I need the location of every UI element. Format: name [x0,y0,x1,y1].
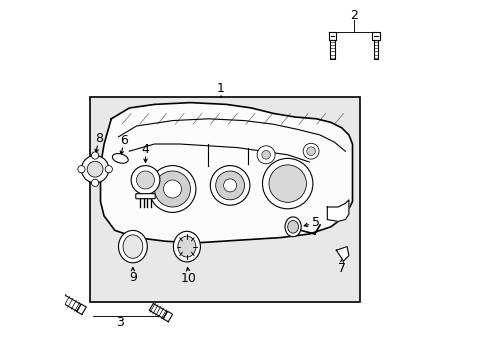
Text: 4: 4 [141,143,149,156]
Circle shape [149,166,196,212]
Polygon shape [371,32,379,40]
Text: 1: 1 [217,82,224,95]
Polygon shape [149,303,167,319]
Circle shape [81,156,108,183]
Bar [89,97,359,302]
Polygon shape [60,294,81,311]
FancyBboxPatch shape [136,194,155,199]
Ellipse shape [112,154,128,163]
Polygon shape [77,304,86,315]
Circle shape [78,166,85,173]
Ellipse shape [123,235,142,258]
Text: 10: 10 [181,272,196,285]
Circle shape [136,171,154,189]
Text: 2: 2 [349,9,358,22]
Text: 5: 5 [312,216,320,229]
Circle shape [223,179,236,192]
Polygon shape [328,32,336,40]
Circle shape [91,179,99,186]
Ellipse shape [287,220,298,233]
Ellipse shape [285,217,301,237]
Circle shape [154,171,190,207]
Polygon shape [163,311,172,322]
Ellipse shape [178,236,196,257]
Circle shape [87,161,103,177]
Circle shape [131,166,160,194]
Text: 6: 6 [120,134,127,147]
Polygon shape [336,247,348,261]
Ellipse shape [173,231,200,262]
Polygon shape [330,40,334,59]
Circle shape [268,165,306,202]
Circle shape [215,171,244,200]
Circle shape [257,146,275,164]
Ellipse shape [118,230,147,263]
Circle shape [261,150,270,159]
Circle shape [105,166,112,173]
Circle shape [91,152,99,159]
Polygon shape [101,103,352,243]
Text: 9: 9 [129,271,137,284]
Text: 8: 8 [95,132,102,145]
Circle shape [262,158,312,209]
Circle shape [210,166,249,205]
Polygon shape [373,40,377,59]
Text: 7: 7 [337,262,345,275]
Circle shape [306,147,315,156]
Circle shape [163,180,181,198]
Polygon shape [326,200,348,221]
Text: 3: 3 [116,316,124,329]
Circle shape [303,143,318,159]
